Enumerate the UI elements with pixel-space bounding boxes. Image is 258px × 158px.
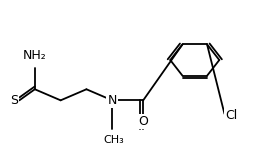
Text: S: S — [10, 94, 18, 107]
Text: Cl: Cl — [225, 109, 237, 122]
Text: O: O — [138, 115, 148, 128]
Text: CH₃: CH₃ — [103, 135, 124, 145]
Text: NH₂: NH₂ — [23, 49, 47, 62]
Text: N: N — [108, 94, 117, 107]
